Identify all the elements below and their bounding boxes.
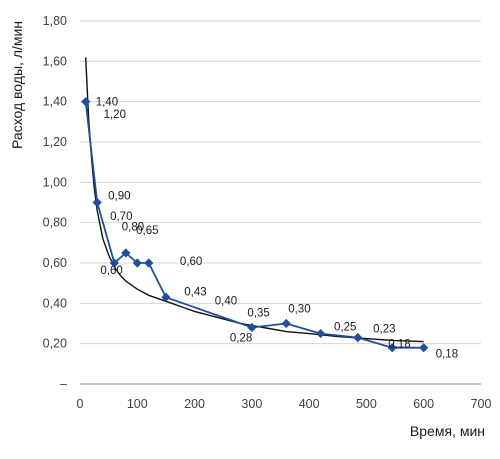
data-point-marker: [281, 318, 291, 329]
data-label: 0,60: [100, 265, 122, 277]
y-tick-label: 0,20: [43, 337, 67, 351]
x-tick-label: 500: [356, 397, 377, 411]
data-label: 0,40: [215, 295, 237, 307]
data-point-marker: [419, 343, 429, 353]
data-label: 0,65: [136, 225, 158, 237]
data-label: 0,90: [108, 191, 130, 203]
y-tick-label: 0,60: [43, 256, 67, 270]
data-label: 0,18: [388, 339, 410, 351]
data-point-marker: [81, 97, 91, 107]
x-tick-label: 400: [299, 397, 320, 411]
data-label: 0,80: [122, 222, 144, 234]
y-tick-label: 0,80: [43, 216, 67, 230]
x-tick-label: 300: [241, 397, 262, 411]
x-tick-label: 200: [184, 397, 205, 411]
data-point-marker: [121, 248, 131, 258]
data-label: 0,60: [180, 256, 202, 268]
data-label: 0,18: [436, 349, 458, 361]
data-label: 0,28: [230, 333, 252, 345]
data-label: 1,20: [104, 109, 126, 121]
data-point-marker: [132, 258, 142, 268]
data-label: 0,23: [373, 324, 395, 336]
data-label: 1,40: [96, 97, 118, 109]
trendline: [85, 57, 424, 343]
x-tick-label: 0: [77, 397, 84, 411]
data-label: 0,35: [247, 307, 269, 319]
data-point-marker: [144, 258, 154, 268]
data-point-marker: [161, 292, 171, 302]
tick-labels-layer: –0,200,400,600,801,001,201,401,601,800 10…: [43, 14, 492, 411]
y-tick-label: 1,60: [43, 54, 67, 68]
data-point-marker: [316, 328, 326, 339]
data-label: 0,70: [110, 211, 132, 223]
x-tick-label: 100: [127, 397, 148, 411]
data-labels-layer: 1,401,20 0,90 0,80 0,60 0,70 0,65 0,60 0,43 0,40…: [96, 97, 458, 361]
data-point-marker: [387, 343, 397, 353]
y-axis-title: Расход воды, л/мин: [9, 21, 25, 149]
series-layer: [81, 97, 429, 353]
y-tick-label: 1,20: [43, 135, 67, 149]
y-tick-label: 1,00: [43, 175, 67, 189]
data-label: 0,43: [184, 286, 206, 298]
data-point-marker: [109, 258, 119, 268]
data-point-marker: [92, 197, 102, 208]
x-axis-title: Время, мин: [410, 423, 485, 439]
x-tick-label: 700: [471, 397, 492, 411]
y-tick-label: 0,40: [43, 296, 67, 310]
y-tick-label: 1,80: [43, 14, 67, 28]
data-point-marker: [247, 322, 257, 333]
trendline-layer: [85, 57, 424, 343]
y-tick-label: –: [60, 377, 67, 391]
x-tick-label: 600: [413, 397, 434, 411]
data-label: 0,25: [334, 322, 356, 334]
data-label: 0,30: [288, 304, 310, 316]
gridlines: [80, 20, 481, 345]
data-point-marker: [353, 333, 363, 343]
y-tick-label: 1,40: [43, 95, 67, 109]
